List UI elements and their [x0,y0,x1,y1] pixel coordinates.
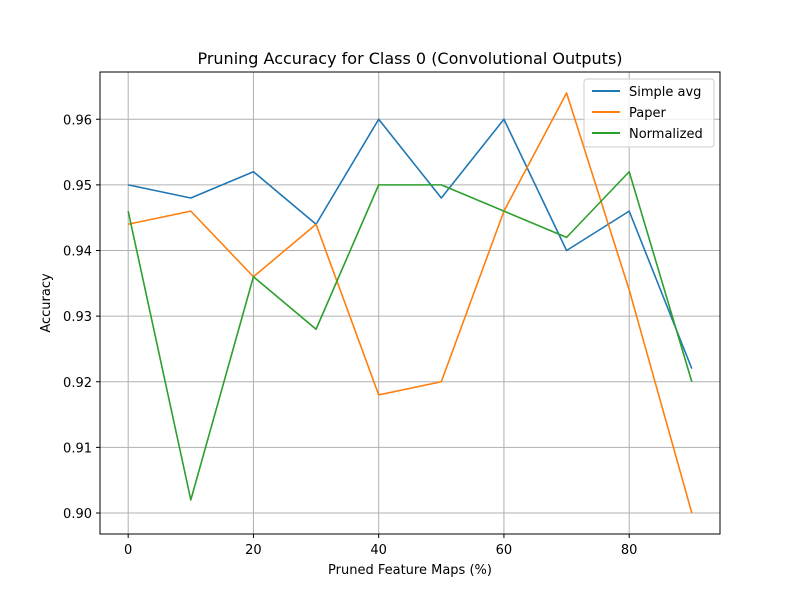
chart-title: Pruning Accuracy for Class 0 (Convolutio… [197,49,622,68]
y-tick-label: 0.93 [63,310,92,325]
x-tick-label: 80 [621,543,638,558]
x-tick-label: 60 [496,543,513,558]
y-tick-label: 0.92 [63,376,92,391]
legend-box [583,78,715,148]
series-lines [127,92,693,514]
series-line-simple-avg [128,118,693,369]
x-axis-label: Pruned Feature Maps (%) [328,563,492,578]
legend: Simple avg Paper Normalized [583,78,715,148]
y-tick-label: 0.94 [63,245,92,260]
plot-frame [99,71,721,535]
series-line-paper [128,92,693,514]
y-axis-label: Accuracy [39,273,54,333]
y-tick-label: 0.95 [63,179,92,194]
axis-ticks: 0 20 40 60 80 0.90 0.91 0.92 0.93 0.94 0.95 0.96 [63,113,637,558]
y-tick-label: 0.91 [63,441,92,456]
legend-label: Normalized [629,127,703,142]
x-tick-label: 20 [245,543,262,558]
x-tick-label: 40 [370,543,387,558]
y-tick-label: 0.96 [63,113,92,128]
x-tick-label: 0 [124,543,132,558]
y-tick-label: 0.90 [63,507,92,522]
legend-label: Paper [629,106,666,121]
legend-label: Simple avg [629,85,701,100]
series-line-normalized [127,170,693,501]
